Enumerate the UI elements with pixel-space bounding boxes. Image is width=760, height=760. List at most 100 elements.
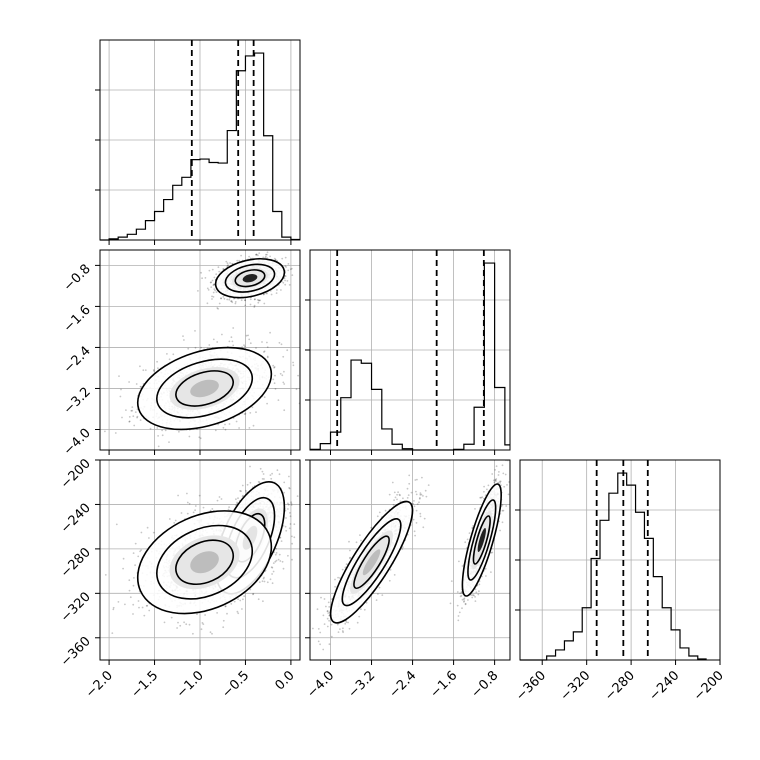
sample-point: [121, 416, 123, 419]
sample-point: [198, 494, 201, 497]
sample-point: [170, 616, 173, 619]
sample-point: [194, 505, 197, 507]
sample-point: [149, 427, 152, 430]
sample-point: [258, 299, 260, 302]
sample-point: [283, 370, 285, 373]
sample-point: [208, 269, 211, 272]
sample-point: [255, 347, 257, 349]
sample-point: [275, 547, 277, 550]
sample-point: [255, 253, 257, 256]
sample-point: [287, 269, 290, 272]
sample-point: [261, 341, 263, 343]
sample-point: [234, 301, 237, 303]
sample-point: [214, 429, 217, 432]
sample-point: [146, 526, 149, 529]
sample-point: [230, 300, 232, 302]
sample-point: [104, 574, 107, 576]
sample-point: [144, 369, 147, 371]
sample-point: [274, 374, 276, 377]
sample-point: [131, 406, 134, 408]
sample-point: [270, 566, 273, 568]
sample-point: [122, 557, 125, 560]
sample-point: [292, 364, 295, 367]
sample-point: [274, 388, 277, 390]
sample-point: [228, 298, 231, 301]
sample-point: [225, 260, 228, 263]
sample-point: [245, 489, 247, 492]
sample-point: [216, 341, 219, 343]
sample-point: [172, 353, 175, 356]
sample-point: [241, 495, 244, 498]
sample-point: [218, 496, 221, 498]
sample-point: [249, 342, 252, 345]
sample-point: [257, 254, 259, 257]
sample-point: [231, 301, 234, 304]
sample-point: [252, 592, 255, 595]
histogram-2: [520, 472, 707, 661]
panel-frame: [309, 249, 511, 451]
sample-point: [285, 517, 287, 519]
sample-point: [178, 430, 180, 433]
sample-point: [283, 383, 286, 385]
sample-point: [265, 253, 267, 256]
sample-point: [236, 610, 239, 613]
sample-point: [128, 416, 131, 418]
scatter-panel-0-2: [99, 455, 301, 661]
sample-point: [224, 423, 226, 426]
sample-point: [296, 495, 299, 497]
sample-point: [214, 289, 217, 292]
sample-point: [153, 370, 155, 372]
histogram-0: [100, 52, 300, 241]
sample-point: [284, 283, 287, 286]
sample-point: [204, 614, 207, 616]
sample-point: [157, 435, 160, 437]
sample-point: [148, 609, 151, 612]
sample-point: [271, 573, 273, 575]
sample-point: [243, 345, 246, 348]
sample-point: [277, 558, 280, 561]
sample-point: [128, 420, 131, 423]
sample-point: [122, 567, 124, 570]
sample-point: [283, 481, 286, 484]
sample-point: [231, 340, 234, 343]
sample-point: [278, 473, 281, 476]
sample-point: [287, 503, 290, 506]
sample-point: [156, 360, 159, 363]
sample-point: [140, 549, 143, 551]
sample-point: [295, 388, 298, 391]
sample-point: [227, 508, 230, 511]
sample-point: [261, 478, 264, 480]
sample-point: [276, 289, 278, 291]
sample-point: [279, 455, 281, 457]
sample-point: [285, 266, 287, 268]
sample-point: [255, 253, 258, 256]
sample-point: [269, 255, 271, 258]
sample-point: [128, 579, 131, 582]
sample-point: [211, 295, 213, 298]
sample-point: [279, 560, 282, 562]
sample-point: [286, 349, 289, 352]
sample-point: [285, 529, 288, 532]
sample-point: [228, 423, 231, 425]
sample-point: [187, 347, 190, 350]
sample-point: [258, 481, 261, 484]
sample-point: [224, 428, 227, 431]
sample-point: [132, 613, 134, 615]
sample-point: [253, 306, 256, 308]
histogram-panel-2: [515, 459, 721, 661]
sample-point: [180, 512, 183, 514]
sample-point: [275, 559, 278, 562]
sample-point: [238, 259, 241, 262]
sample-point: [253, 304, 256, 307]
sample-point: [139, 419, 142, 421]
sample-point: [286, 280, 289, 282]
sample-point: [263, 396, 266, 399]
sample-point: [212, 283, 215, 286]
sample-point: [284, 279, 286, 282]
sample-point: [257, 598, 260, 601]
sample-point: [212, 296, 215, 298]
sample-point: [261, 470, 264, 473]
sample-point: [272, 570, 275, 573]
sample-point: [220, 297, 223, 300]
sample-point: [152, 531, 155, 534]
